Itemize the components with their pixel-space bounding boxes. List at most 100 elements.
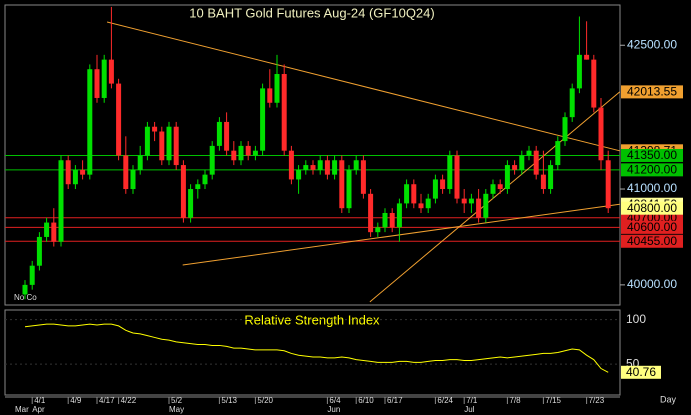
trendline xyxy=(106,21,620,152)
candle-body xyxy=(260,88,266,151)
candle-body xyxy=(404,184,410,204)
candle-body xyxy=(332,160,338,175)
value-box xyxy=(621,234,683,248)
candle-body xyxy=(180,165,186,218)
candle-body xyxy=(447,155,453,190)
x-tick-label: 6/10 xyxy=(358,396,374,405)
candle-body xyxy=(29,265,35,285)
candle-body xyxy=(188,189,194,218)
candle-body xyxy=(584,54,590,60)
candle-body xyxy=(288,150,294,180)
candle-body xyxy=(44,222,50,237)
candle-body xyxy=(101,59,107,98)
candle-body xyxy=(533,150,539,175)
trendline xyxy=(182,203,620,266)
candle-body xyxy=(224,121,230,151)
candle-body xyxy=(512,165,518,170)
candle-body xyxy=(339,160,345,209)
value-box xyxy=(621,163,683,177)
x-tick-label: 6/24 xyxy=(437,396,453,405)
x-tick-label: 4/9 xyxy=(70,396,82,405)
candle-body xyxy=(22,284,28,295)
candle-body xyxy=(245,145,251,156)
month-label: May xyxy=(169,405,184,414)
x-tick-label: 7/8 xyxy=(509,396,521,405)
y-tick-label: 41000.00 xyxy=(627,181,677,195)
candle-body xyxy=(389,212,395,228)
chart-title: 10 BAHT Gold Futures Aug-24 (GF10Q24) xyxy=(189,5,434,20)
candle-body xyxy=(267,88,273,103)
candle-body xyxy=(296,169,302,180)
y-tick-label: 100 xyxy=(626,312,646,326)
candle-body xyxy=(108,59,114,84)
month-label: Jul xyxy=(464,405,474,414)
candle-body xyxy=(382,212,388,228)
y-tick-label: 40000.00 xyxy=(627,277,677,291)
trendline xyxy=(369,91,621,303)
candle-body xyxy=(353,160,359,170)
value-box-label: 40455.00 xyxy=(627,234,677,248)
candle-body xyxy=(461,198,467,204)
x-tick-label: 4/22 xyxy=(121,396,137,405)
x-tick-label: 5/2 xyxy=(171,396,183,405)
value-box xyxy=(621,85,683,99)
candle-body xyxy=(65,160,71,185)
candle-body xyxy=(346,169,352,209)
rsi-line xyxy=(24,323,609,373)
candle-body xyxy=(598,107,604,161)
candle-body xyxy=(468,198,474,204)
annotation: No Co xyxy=(14,293,37,302)
candle-body xyxy=(209,145,215,175)
candle-body xyxy=(166,126,172,161)
candle-body xyxy=(375,227,381,233)
candle-body xyxy=(173,126,179,166)
candle-body xyxy=(87,69,93,175)
x-tick-label: 5/13 xyxy=(221,396,237,405)
value-box xyxy=(621,148,683,162)
candle-body xyxy=(51,222,57,242)
candle-body xyxy=(555,141,561,166)
candle-body xyxy=(418,203,424,209)
candle-body xyxy=(562,117,568,142)
rsi-panel xyxy=(4,309,621,396)
x-tick-label: 7/1 xyxy=(466,396,478,405)
candle-body xyxy=(231,150,237,161)
candle-body xyxy=(591,59,597,108)
candle-body xyxy=(519,155,525,170)
candle-body xyxy=(504,165,510,190)
candle-body xyxy=(569,88,575,118)
y-tick-label: 42500.00 xyxy=(627,37,677,51)
candle-body xyxy=(605,160,611,209)
candle-body xyxy=(72,169,78,185)
x-axis-label: Day xyxy=(660,394,677,404)
candle-body xyxy=(476,198,482,218)
value-box-label: 40800.00 xyxy=(627,201,677,215)
candle-body xyxy=(526,150,532,156)
candle-body xyxy=(137,155,143,170)
x-tick-label: 7/23 xyxy=(589,396,605,405)
value-box xyxy=(621,201,683,215)
value-box xyxy=(621,365,661,379)
candle-body xyxy=(116,83,122,156)
candle-body xyxy=(94,69,100,98)
value-box-label: 40.76 xyxy=(626,365,656,379)
candle-body xyxy=(303,165,309,170)
x-tick-label: 5/20 xyxy=(257,396,273,405)
candle-body xyxy=(440,179,446,190)
candle-body xyxy=(411,184,417,204)
candle-body xyxy=(432,179,438,199)
value-box xyxy=(621,220,683,234)
candle-body xyxy=(454,155,460,199)
candle-body xyxy=(144,126,150,156)
value-box-label: 41200.00 xyxy=(627,163,677,177)
value-box-label: 41350.00 xyxy=(627,148,677,162)
candle-body xyxy=(368,193,374,233)
x-tick-label: 6/4 xyxy=(329,396,341,405)
candle-body xyxy=(152,126,158,132)
candle-body xyxy=(360,160,366,194)
candle-body xyxy=(216,121,222,146)
value-box-label: 40600.00 xyxy=(627,220,677,234)
